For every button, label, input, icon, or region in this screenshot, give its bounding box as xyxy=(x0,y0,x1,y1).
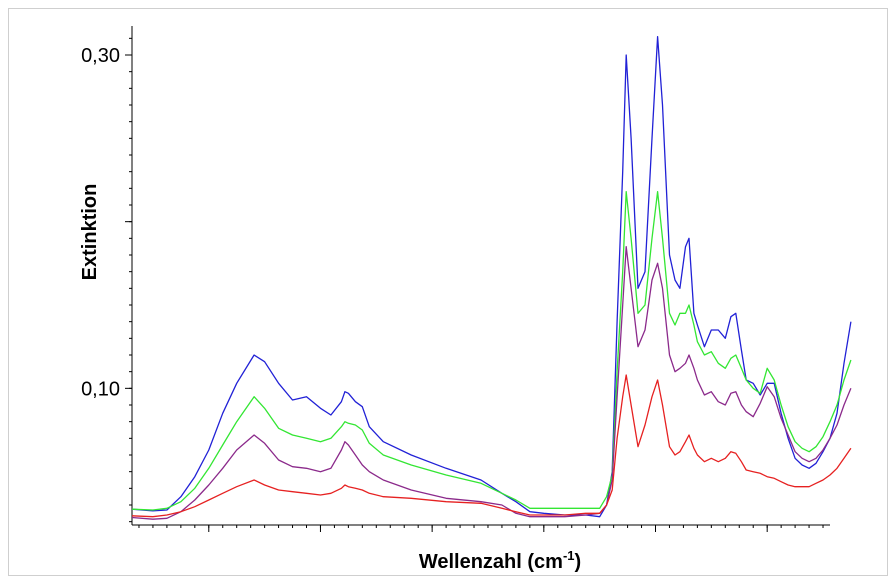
series-line-2 xyxy=(131,191,852,511)
x-axis-title-superscript: -1 xyxy=(563,548,575,563)
x-axis-title-suffix: ) xyxy=(575,551,582,573)
y-tick-label: 0,10 xyxy=(81,378,120,400)
y-tick-label: 0,30 xyxy=(81,45,120,67)
chart-axes: 0,30 0,10 xyxy=(81,26,830,532)
chart-labels: Extinktion Wellenzahl (cm-1) xyxy=(79,184,581,573)
series-line-3 xyxy=(131,246,852,520)
x-axis-title-main: Wellenzahl (cm xyxy=(419,551,563,573)
series-layer xyxy=(131,36,852,520)
y-axis-title: Extinktion xyxy=(79,184,101,281)
chart-frame xyxy=(8,8,888,576)
series-line-4 xyxy=(131,374,852,518)
x-axis-title: Wellenzahl (cm-1) xyxy=(419,548,581,573)
series-line-1 xyxy=(131,36,852,518)
